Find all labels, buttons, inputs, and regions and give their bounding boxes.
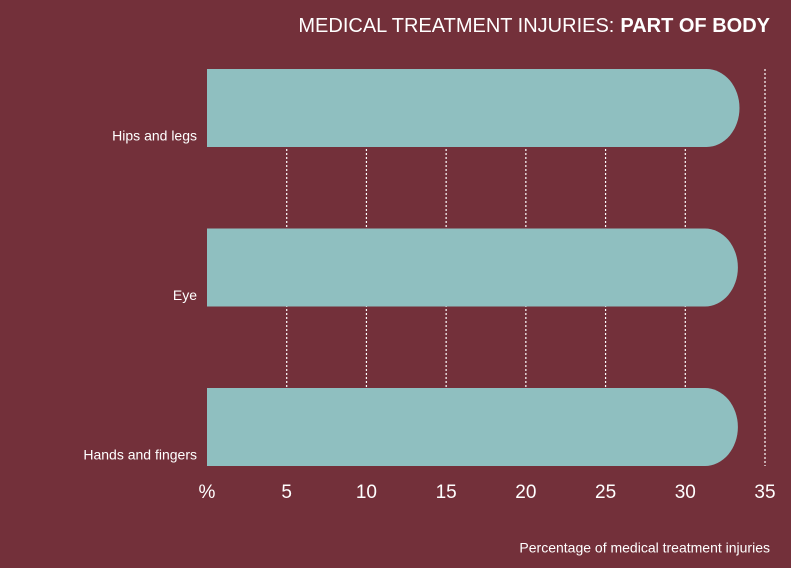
bar [207,228,738,307]
bar [207,69,740,147]
title-emphasis: PART OF BODY [620,15,770,37]
y-tick-label: Hands and fingers [83,447,197,463]
x-tick-label: 20 [515,482,536,503]
y-tick-label: Eye [173,287,197,303]
x-axis-label: Percentage of medical treatment injuries [519,540,770,556]
chart-title: MEDICAL TREATMENT INJURIES: PART OF BODY [298,15,770,37]
x-tick-label: 25 [595,482,616,503]
x-tick-label: 10 [356,482,377,503]
x-tick-label: % [199,482,216,503]
y-tick-label: Hips and legs [112,128,197,144]
x-tick-label: 5 [281,482,292,503]
x-tick-label: 35 [754,482,775,503]
bar [207,388,738,466]
x-tick-label: 15 [436,482,457,503]
title-text: MEDICAL TREATMENT INJURIES: [298,15,614,37]
x-tick-label: 30 [675,482,696,503]
